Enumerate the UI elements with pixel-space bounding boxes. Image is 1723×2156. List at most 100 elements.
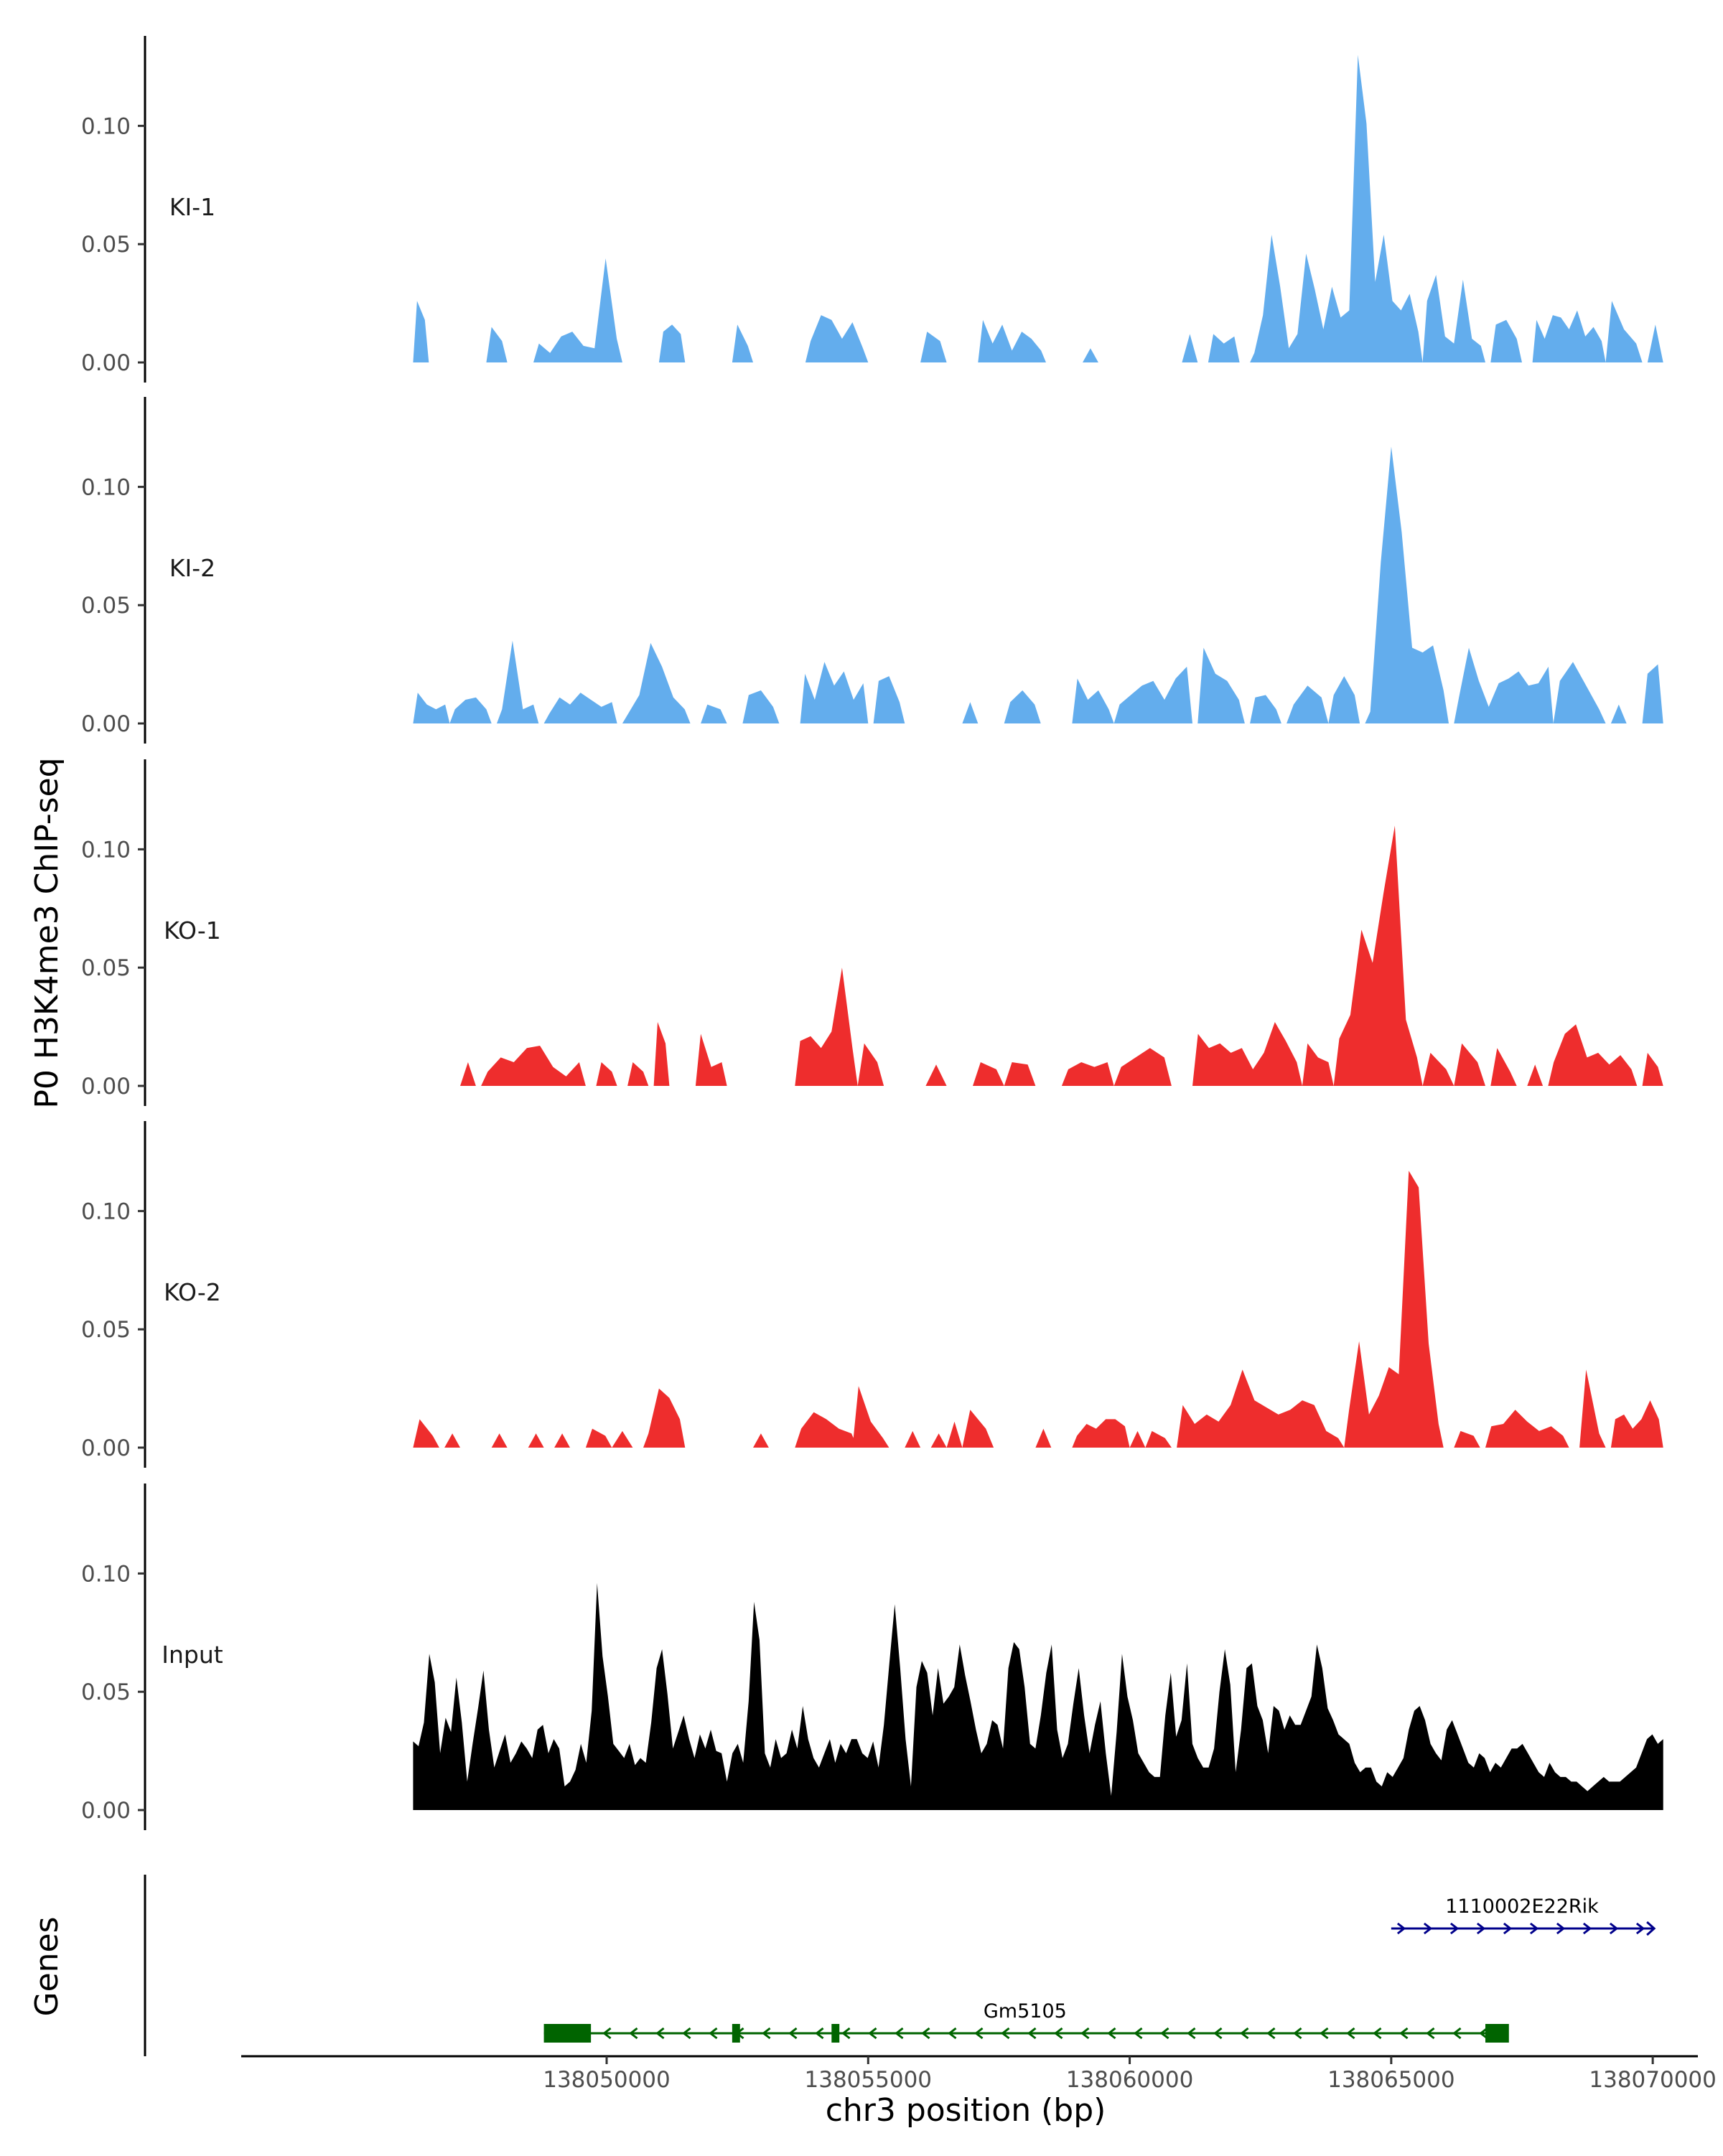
strand-arrow-icon: [1346, 2027, 1355, 2040]
signal-peak-ko-2-4: [554, 1433, 570, 1448]
y-tick-label: 0.00: [81, 1074, 131, 1100]
strand-arrow-icon: [1320, 2027, 1329, 2040]
strand-arrow-icon: [1582, 1922, 1592, 1935]
strand-arrow-icon: [1635, 1922, 1645, 1935]
signal-peak-ki-2-6: [742, 690, 780, 723]
strand-arrow-icon: [1476, 1922, 1486, 1935]
x-axis-title: chr3 position (bp): [826, 2092, 1106, 2129]
track-ko-1: 0.00 0.05 0.10 KO-1: [81, 759, 1663, 1106]
signal-peak-ko-2-22: [1485, 1410, 1569, 1448]
gene-exon: [1485, 2024, 1509, 2043]
signal-peak-ki-1-12: [1422, 275, 1485, 362]
signal-peak-ko-1-15: [1333, 825, 1423, 1086]
signal-peak-ko-2-23: [1579, 1369, 1606, 1448]
signal-peak-ki-1-10: [1208, 334, 1240, 362]
strand-arrow-icon: [1266, 2027, 1276, 2040]
strand-arrow-icon: [1423, 1922, 1433, 1935]
gene-exon: [543, 2024, 592, 2043]
strand-arrow-icon: [1001, 2027, 1010, 2040]
signal-peak-ki-1-1: [486, 327, 508, 362]
signal-peak-ko-1-7: [857, 1043, 884, 1086]
signal-peak-ko-2-13: [946, 1421, 963, 1448]
y-tick-label: 0.05: [81, 1679, 131, 1705]
signal-peak-ki-2-21: [1642, 664, 1663, 723]
strand-end-arrow-icon: [1646, 1921, 1656, 1936]
signal-peak-ko-1-8: [925, 1064, 947, 1086]
signal-peak-ko-2-9: [795, 1412, 858, 1448]
strand-arrow-icon: [682, 2027, 691, 2040]
track-ki-1: 0.00 0.05 0.10 KI-1: [81, 36, 1663, 383]
signal-peak-ki-2-17: [1365, 446, 1449, 723]
strand-arrow-icon: [1609, 1922, 1619, 1935]
strand-arrow-icon: [815, 2027, 824, 2040]
track-input: 0.00 0.05 0.10 Input: [81, 1484, 1663, 1830]
signal-peak-ko-1-20: [1548, 1024, 1638, 1086]
strand-arrow-icon: [921, 2027, 930, 2040]
signal-peak-ko-1-13: [1192, 1022, 1302, 1086]
strand-arrow-icon: [1107, 2027, 1116, 2040]
track-ki-2: 0.00 0.05 0.10 KI-2: [81, 397, 1663, 744]
signal-peak-ki-1-4: [732, 324, 753, 362]
signal-peak-ko-2-0: [413, 1419, 439, 1448]
signal-peak-ki-2-10: [1004, 690, 1041, 723]
signal-peak-ki-1-15: [1605, 301, 1643, 362]
signal-peak-ko-2-21: [1454, 1430, 1480, 1448]
y-tick-label: 0.10: [81, 113, 131, 139]
strand-arrow-icon: [1134, 2027, 1143, 2040]
signal-peak-ko-1-1: [481, 1046, 586, 1086]
signal-peak-ki-2-11: [1072, 678, 1114, 723]
signal-peak-ko-2-6: [612, 1430, 633, 1448]
strand-arrow-icon: [709, 2027, 718, 2040]
track-label: Input: [162, 1641, 223, 1669]
x-tick-label: 138050000: [543, 2067, 671, 2093]
signal-area-input: [413, 1583, 1663, 1810]
signal-peak-ko-2-15: [1035, 1428, 1052, 1448]
signal-peak-ki-1-7: [978, 319, 1046, 362]
strand-arrow-icon: [895, 2027, 904, 2040]
signal-peak-ko-1-21: [1642, 1052, 1663, 1086]
strand-arrow-icon: [1399, 2027, 1409, 2040]
signal-peak-ko-1-10: [1004, 1062, 1036, 1086]
signal-peak-ki-1-9: [1182, 334, 1198, 362]
signal-peak-ko-2-12: [930, 1433, 947, 1448]
signal-peak-ki-2-19: [1553, 662, 1606, 723]
y-tick-label: 0.05: [81, 1317, 131, 1343]
x-axis: 138050000 138055000 138060000 138065000 1380…: [241, 2055, 1717, 2093]
signal-peak-ko-1-17: [1454, 1043, 1485, 1086]
signal-peak-ki-1-11: [1250, 55, 1423, 362]
y-tick-label: 0.10: [81, 474, 131, 500]
signal-peak-ki-1-14: [1532, 310, 1606, 362]
signal-peak-ki-2-9: [962, 702, 979, 723]
signal-peak-ki-2-8: [873, 676, 905, 723]
signal-peak-ki-2-14: [1250, 695, 1281, 723]
y-tick-label: 0.00: [81, 350, 131, 376]
signal-peak-ko-2-10: [852, 1386, 889, 1448]
strand-arrow-icon: [1080, 2027, 1090, 2040]
signal-peak-ki-1-16: [1647, 324, 1663, 362]
strand-arrow-icon: [1054, 2027, 1063, 2040]
signal-peak-ko-2-1: [444, 1433, 460, 1448]
signal-peak-ki-2-1: [449, 697, 492, 723]
signal-peak-ki-2-13: [1197, 647, 1245, 723]
track-label: KI-1: [169, 193, 215, 221]
signal-peak-ko-2-19: [1177, 1369, 1345, 1448]
strand-arrow-icon: [1160, 2027, 1169, 2040]
signal-peak-ko-2-20: [1344, 1171, 1444, 1448]
track-label: KI-2: [169, 554, 215, 582]
strand-arrow-icon: [868, 2027, 877, 2040]
y-tick-label: 0.05: [81, 955, 131, 981]
strand-arrow-icon: [1479, 2027, 1488, 2040]
gene-exon: [831, 2024, 840, 2043]
signal-peak-ki-1-2: [533, 258, 622, 362]
strand-arrow-icon: [762, 2027, 771, 2040]
y-tick-label: 0.05: [81, 593, 131, 619]
x-tick-label: 138055000: [805, 2067, 933, 2093]
strand-arrow-icon: [602, 2027, 612, 2040]
strand-arrow-icon: [1529, 1922, 1539, 1935]
signal-peak-ko-2-5: [585, 1428, 612, 1448]
strand-arrow-icon: [655, 2027, 665, 2040]
signal-peak-ki-2-7: [800, 662, 869, 723]
y-tick-label: 0.10: [81, 1199, 131, 1224]
strand-arrow-icon: [1373, 2027, 1382, 2040]
